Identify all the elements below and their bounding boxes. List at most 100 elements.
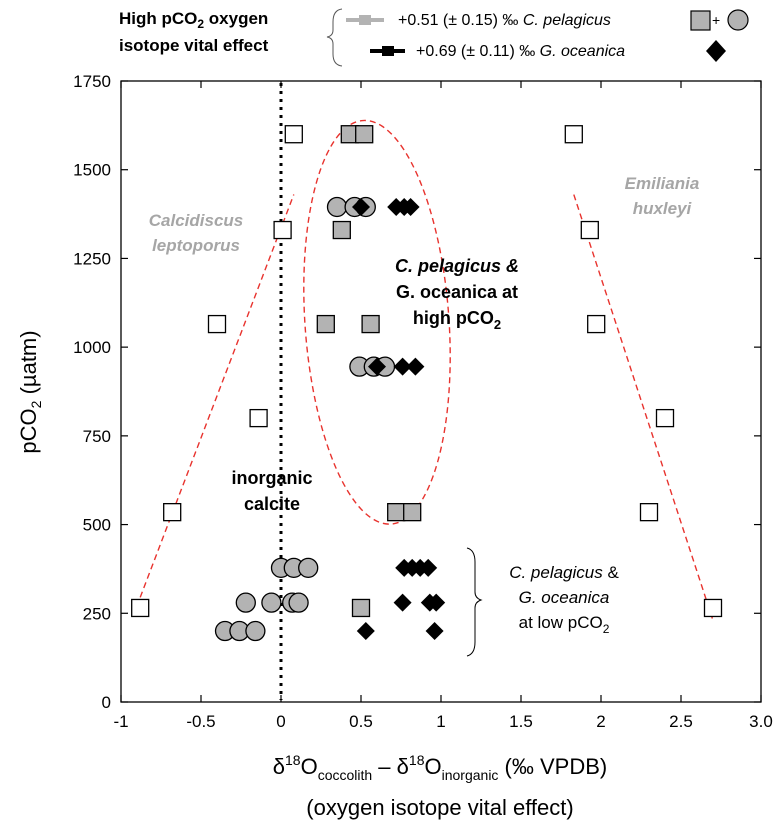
- x-axis-subtitle: (oxygen isotope vital effect): [306, 795, 573, 820]
- data-point-gray-circle: [235, 592, 256, 613]
- x-tick-label: 2.5: [669, 712, 693, 731]
- annotation-emiliania: Emiliania huxleyi: [625, 174, 700, 218]
- annotation-low-pco2: C. pelagicus & G. oceanica at low pCO2: [466, 547, 619, 657]
- annotation-low-line3-main: at low pCO: [519, 613, 603, 632]
- x-tick-label: 1.5: [509, 712, 533, 731]
- data-point-open-square: [655, 408, 675, 428]
- y-axis-title: pCO2 (µatm): [16, 330, 44, 453]
- annotation-low-line3-sub: 2: [603, 622, 610, 636]
- data-point-open-square: [284, 125, 303, 144]
- annotation-low-line1: C. pelagicus &: [509, 563, 619, 582]
- annotation-low-line1-rest: &: [603, 563, 620, 582]
- data-point-diamond: [352, 197, 370, 216]
- data-point-open-square: [580, 220, 599, 240]
- high-pco2-ellipse: [303, 119, 451, 525]
- annotation-calcidiscus: Calcidiscus leptoporus: [149, 211, 244, 255]
- annotation-low-line3: at low pCO2: [519, 613, 610, 636]
- legend-circle-symbol: [727, 9, 749, 31]
- x-axis-title-a: δ: [273, 754, 285, 779]
- data-point-gray-circle: [326, 196, 348, 218]
- data-point-gray-circle: [261, 592, 282, 613]
- x-axis-title-d: O: [424, 754, 441, 779]
- legend-heading-sub: 2: [197, 17, 204, 31]
- annotation-high-line3-main: high pCO: [413, 308, 494, 328]
- axis-ticks: -1 -0.5 0 0.5 1 1.5 2 2.5 3.0 0 250 500 750 1000 1250 1…: [73, 72, 773, 731]
- low-brace: [466, 547, 483, 657]
- legend-square-symbol: [690, 10, 711, 31]
- data-point-gray-square: [361, 314, 380, 334]
- annotation-low-line1-species: C. pelagicus: [509, 563, 603, 582]
- legend-entry-2-species: G. oceanica: [540, 43, 625, 60]
- y-tick-label: 750: [83, 427, 111, 446]
- trend-line: [573, 194, 714, 621]
- annotation-high-line2-text: G. oceanica at: [396, 282, 518, 302]
- legend-brace: [326, 8, 343, 67]
- y-tick-label: 1750: [73, 72, 111, 91]
- legend-entry-1-species: C. pelagicus: [523, 12, 611, 29]
- data-point-open-square: [273, 220, 292, 240]
- y-axis-title-unit: (µatm): [16, 330, 41, 400]
- y-tick-label: 1000: [73, 338, 111, 357]
- legend-bar-gray-marker: [359, 15, 371, 25]
- y-tick-label: 1250: [73, 249, 111, 268]
- legend-heading-line2: isotope vital effect: [119, 36, 269, 55]
- x-axis-title-sup2: 18: [409, 752, 425, 768]
- data-point-diamond: [393, 357, 412, 376]
- data-point-gray-square: [332, 220, 351, 240]
- x-tick-label: 0.5: [349, 712, 373, 731]
- annotation-high-line3: high pCO2: [413, 308, 501, 332]
- data-point-gray-square: [403, 503, 422, 522]
- trend-lines-layer: [139, 119, 714, 621]
- data-point-open-square: [163, 503, 182, 522]
- legend-entry-1: +0.51 (± 0.15) ‰ C. pelagicus: [398, 12, 611, 29]
- data-point-open-square: [249, 408, 268, 428]
- annotation-low-line2: G. oceanica: [519, 588, 610, 607]
- data-point-diamond: [356, 622, 375, 641]
- legend-heading-main: High pCO: [119, 9, 197, 28]
- data-point-diamond: [368, 357, 386, 376]
- x-tick-label: 1: [436, 712, 445, 731]
- data-point-open-square: [564, 125, 583, 144]
- y-axis-title-main: pCO: [16, 408, 41, 453]
- data-point-gray-square: [316, 314, 335, 334]
- data-point-open-square: [207, 314, 227, 334]
- x-axis-title-sub1: coccolith: [318, 767, 372, 783]
- legend-heading-line1: High pCO2 oxygen: [119, 9, 268, 31]
- annotation-inorganic: inorganic calcite: [231, 468, 312, 514]
- annotation-high-pco2: C. pelagicus & G. oceanica at high pCO2: [395, 256, 519, 332]
- y-tick-label: 250: [83, 604, 111, 623]
- data-point-diamond: [406, 357, 425, 376]
- x-axis-title-sub2: inorganic: [442, 767, 499, 783]
- data-point-gray-square: [351, 598, 371, 618]
- data-point-diamond: [419, 558, 438, 577]
- trend-line: [139, 194, 295, 598]
- annotation-calcidiscus-line1: Calcidiscus: [149, 211, 244, 230]
- y-tick-label: 1500: [73, 161, 111, 180]
- annotation-high-line3-sub: 2: [494, 317, 501, 332]
- annotation-inorganic-line2: calcite: [244, 494, 300, 514]
- data-point-diamond: [401, 197, 420, 216]
- data-point-open-square: [131, 598, 150, 618]
- x-tick-label: -1: [113, 712, 128, 731]
- legend-bar-black-marker: [382, 46, 394, 56]
- data-point-diamond: [425, 622, 444, 641]
- y-axis-title-sub: 2: [28, 400, 44, 408]
- data-point-diamond: [427, 593, 446, 612]
- legend-plus: +: [712, 12, 720, 28]
- data-point-gray-circle: [298, 557, 319, 579]
- data-point-open-square: [639, 503, 659, 522]
- annotation-high-line1: C. pelagicus &: [395, 256, 519, 276]
- data-point-gray-square: [355, 125, 374, 144]
- legend-entry-2-text: +0.69 (± 0.11) ‰: [416, 43, 540, 60]
- data-point-open-square: [703, 598, 723, 618]
- data-points-layer: [131, 125, 723, 642]
- x-tick-label: 0: [276, 712, 285, 731]
- data-point-diamond: [393, 593, 412, 612]
- x-tick-label: 2: [596, 712, 605, 731]
- annotation-high-line2: G. oceanica at: [396, 282, 518, 302]
- annotation-emiliania-line2: huxleyi: [633, 199, 693, 218]
- legend-entry-2: +0.69 (± 0.11) ‰ G. oceanica: [416, 43, 625, 60]
- data-point-gray-circle: [245, 620, 266, 642]
- x-axis-title-sup1: 18: [285, 752, 301, 768]
